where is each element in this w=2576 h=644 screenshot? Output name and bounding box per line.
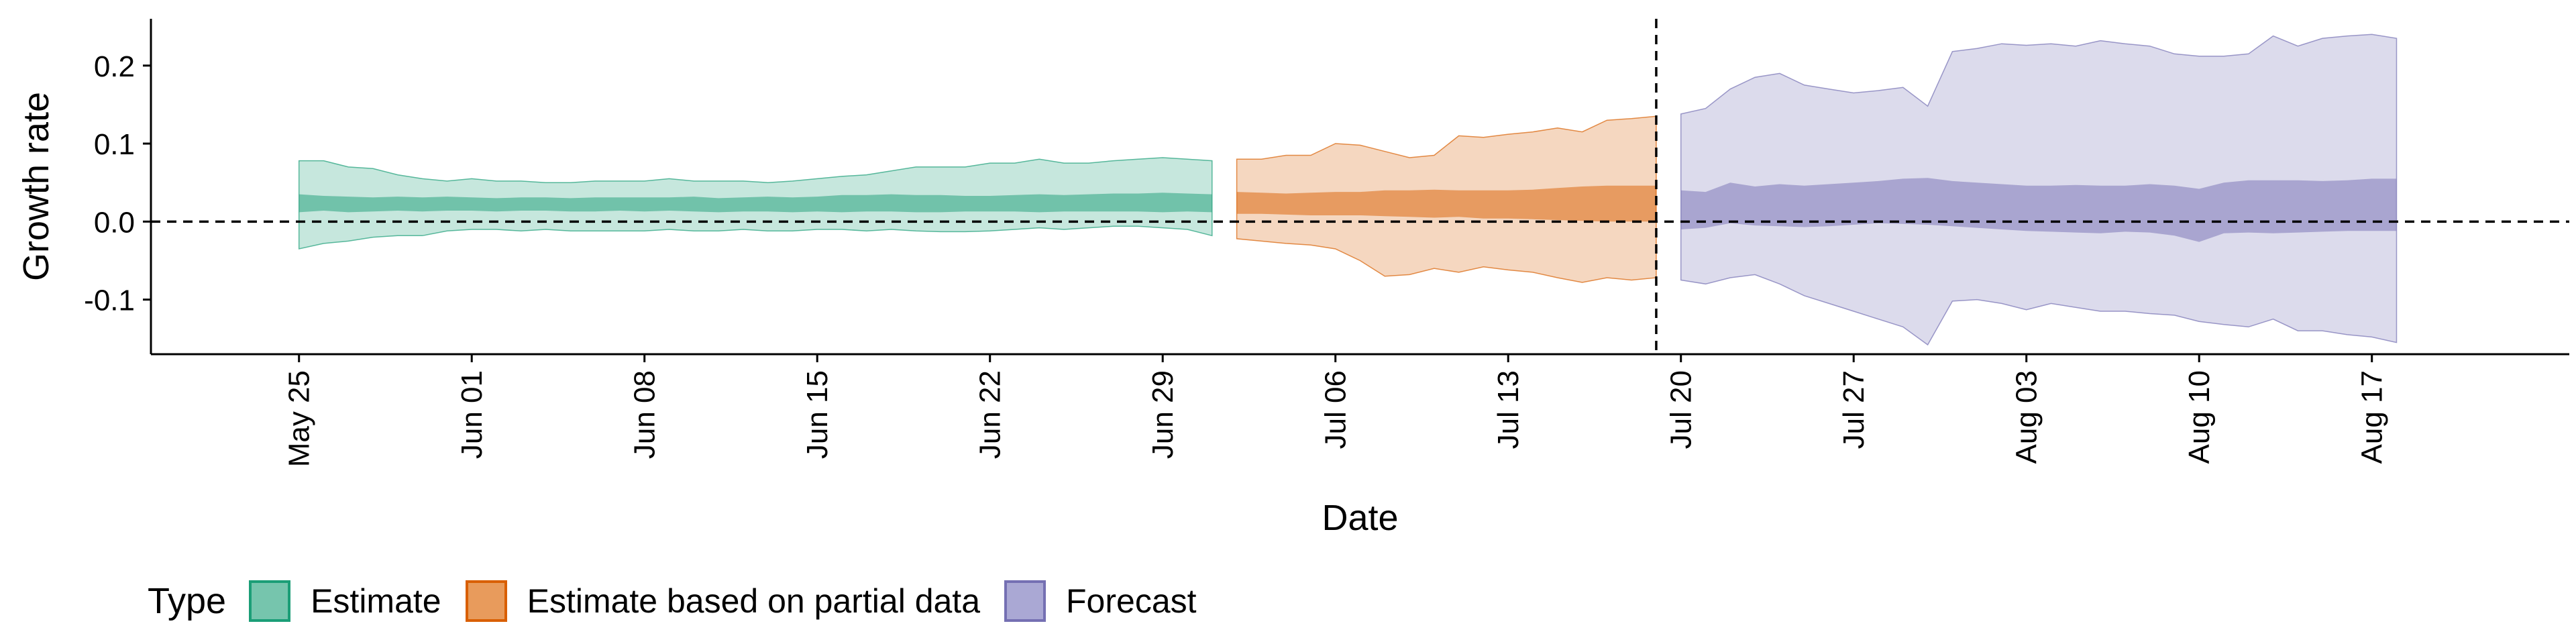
legend-swatch-partial-estimate bbox=[465, 580, 507, 622]
x-tick-label: May 25 bbox=[283, 370, 316, 467]
x-axis-title: Date bbox=[1322, 498, 1398, 538]
legend-label-partial-estimate: Estimate based on partial data bbox=[527, 582, 981, 620]
band-50-partial-estimate bbox=[1236, 185, 1656, 222]
legend-swatch-estimate bbox=[249, 580, 291, 622]
y-tick-label: 0.1 bbox=[94, 128, 135, 161]
legend-label-estimate: Estimate bbox=[311, 582, 441, 620]
legend-item-partial-estimate: Estimate based on partial data bbox=[465, 580, 981, 622]
y-axis-title: Growth rate bbox=[16, 92, 56, 281]
legend-swatch-forecast bbox=[1004, 580, 1046, 622]
x-axis-ticks: May 25 Jun 01 Jun 08 Jun 15 Jun 22 Jun 29 Jul … bbox=[283, 354, 2389, 467]
y-tick-label: -0.1 bbox=[84, 284, 135, 317]
x-tick-label: Jun 29 bbox=[1146, 370, 1179, 459]
x-tick-label: Aug 17 bbox=[2356, 370, 2389, 464]
uncertainty-bands bbox=[298, 34, 2398, 346]
x-tick-label: Jun 22 bbox=[974, 370, 1007, 459]
x-tick-label: Aug 10 bbox=[2183, 370, 2216, 464]
x-tick-label: Aug 03 bbox=[2010, 370, 2043, 464]
x-tick-label: Jul 27 bbox=[1837, 370, 1870, 449]
legend-title: Type bbox=[148, 581, 227, 621]
x-tick-label: Jul 06 bbox=[1320, 370, 1352, 449]
band-50-estimate bbox=[299, 193, 1212, 213]
y-tick-label: 0.2 bbox=[94, 50, 135, 83]
legend-label-forecast: Forecast bbox=[1066, 582, 1197, 620]
legend: Type Estimate Estimate based on partial … bbox=[148, 574, 1221, 628]
x-tick-label: Jun 15 bbox=[801, 370, 834, 459]
y-tick-label: 0.0 bbox=[94, 206, 135, 239]
y-axis-ticks: -0.1 0.0 0.1 0.2 bbox=[84, 50, 151, 317]
x-tick-label: Jun 01 bbox=[455, 370, 488, 459]
band-50-forecast bbox=[1680, 178, 2397, 242]
x-tick-label: Jul 20 bbox=[1665, 370, 1698, 449]
x-tick-label: Jun 08 bbox=[629, 370, 661, 459]
legend-item-estimate: Estimate bbox=[249, 580, 441, 622]
legend-item-forecast: Forecast bbox=[1004, 580, 1197, 622]
x-tick-label: Jul 13 bbox=[1492, 370, 1525, 449]
